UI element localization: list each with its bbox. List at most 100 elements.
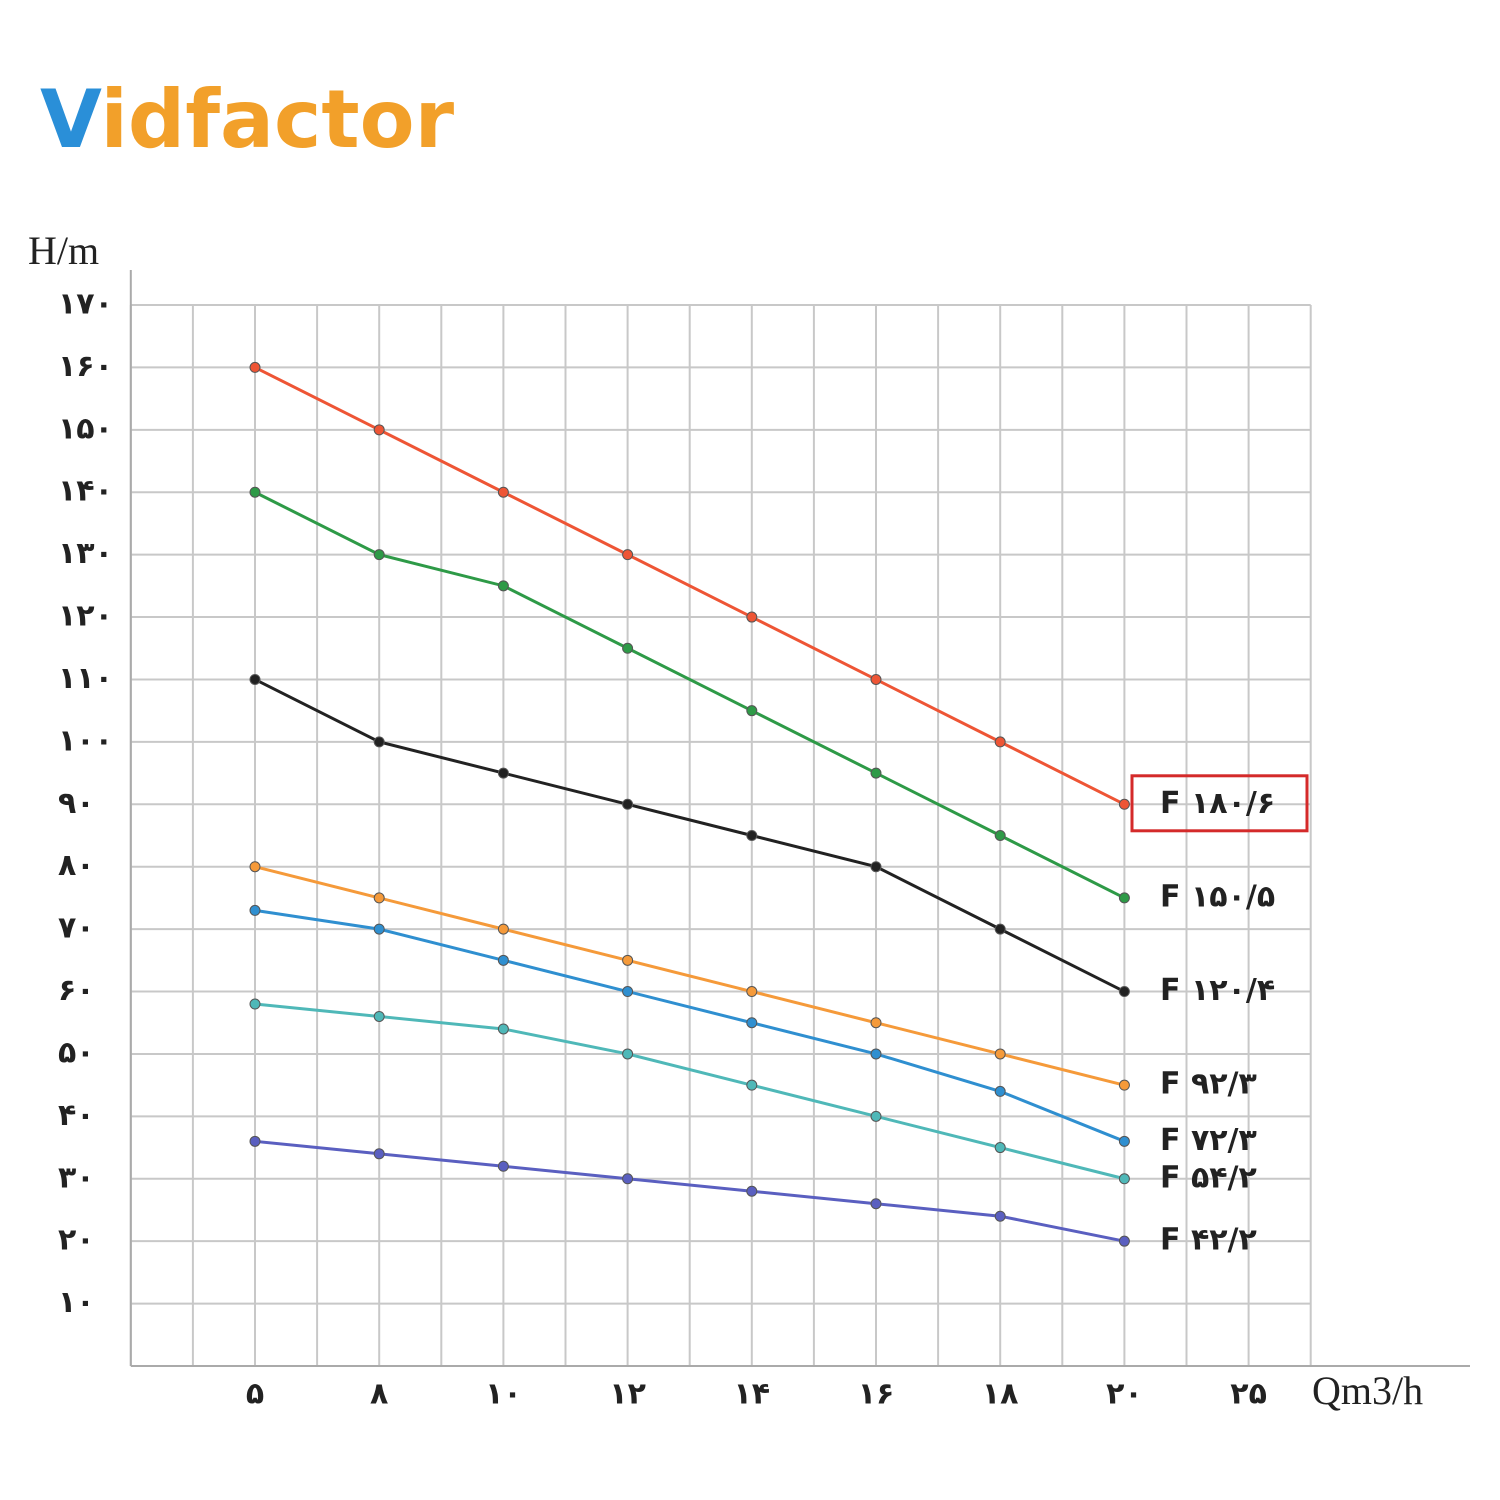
- point: [994, 923, 1006, 935]
- point: [746, 830, 758, 841]
- point: [373, 923, 385, 935]
- y-tick-label: ۶۰: [58, 973, 95, 1008]
- series-line: [254, 366, 1126, 806]
- point: [622, 549, 634, 561]
- y-tick-label: ۷۰: [58, 911, 95, 946]
- y-tick-label: ۵۰: [58, 1035, 95, 1070]
- y-tick-label: ۱۷۰: [58, 287, 113, 322]
- point: [746, 1017, 758, 1029]
- point: [622, 642, 634, 654]
- point: [746, 705, 758, 717]
- point: [1118, 892, 1130, 904]
- legend-label: F ۴۲/۲: [1160, 1223, 1257, 1258]
- point: [373, 424, 385, 436]
- x-tick-label: ۱۸: [982, 1377, 1019, 1412]
- highlight-box: [1130, 774, 1309, 833]
- legend-label: F ۱۸۰/۶: [1160, 786, 1275, 821]
- point: [994, 1210, 1006, 1222]
- y-tick-label: ۱۶۰: [58, 349, 113, 384]
- point: [1118, 798, 1130, 810]
- y-tick-label: ۱۳۰: [58, 536, 113, 571]
- point: [249, 861, 261, 873]
- y-tick-label: ۴۰: [58, 1098, 95, 1133]
- y-tick-label: ۲۰: [58, 1223, 95, 1258]
- x-tick-label: ۱۴: [733, 1377, 770, 1412]
- point: [746, 1079, 758, 1091]
- point: [870, 1048, 882, 1060]
- x-tick-label: ۱۲: [609, 1377, 646, 1412]
- x-tick-label: ۸: [370, 1377, 388, 1412]
- point: [746, 1185, 758, 1197]
- point: [994, 1142, 1006, 1154]
- point: [870, 767, 882, 779]
- x-tick-label: ۲۰: [1106, 1377, 1143, 1412]
- y-tick-label: ۹۰: [58, 786, 95, 821]
- y-tick-label: ۳۰: [58, 1160, 95, 1195]
- point: [497, 486, 509, 498]
- point: [249, 486, 261, 498]
- point: [622, 1048, 634, 1060]
- point: [994, 1085, 1006, 1097]
- point: [497, 580, 509, 592]
- y-tick-label: ۱۱۰: [58, 661, 113, 696]
- point: [373, 549, 385, 561]
- point: [373, 1010, 385, 1022]
- point: [746, 611, 758, 623]
- series-line: [254, 865, 1125, 1087]
- point: [622, 1173, 634, 1185]
- logo: Vidfactor: [40, 73, 455, 166]
- y-tick-label: ۱۰: [58, 1285, 95, 1320]
- point: [249, 1135, 261, 1147]
- point: [249, 673, 261, 685]
- series-line: [254, 678, 1126, 993]
- point: [1118, 1235, 1130, 1247]
- series-line: [254, 490, 1126, 900]
- point: [373, 1148, 385, 1160]
- point: [1118, 1173, 1130, 1185]
- point: [746, 986, 758, 998]
- x-axis-label: Qm3/h: [1312, 1368, 1423, 1413]
- point: [497, 923, 509, 935]
- point: [497, 1160, 509, 1172]
- point: [994, 736, 1006, 748]
- legend-label: F ۷۲/۳: [1160, 1123, 1257, 1158]
- legend-label: F ۹۲/۳: [1160, 1067, 1257, 1102]
- series-line: [254, 908, 1125, 1143]
- x-tick-label: ۱۰: [485, 1377, 522, 1412]
- point: [497, 1023, 509, 1035]
- point: [622, 798, 634, 810]
- x-tick-label: ۲۵: [1230, 1377, 1267, 1412]
- point: [622, 954, 634, 966]
- point: [622, 986, 634, 998]
- point: [870, 1017, 882, 1029]
- series-line: [254, 1139, 1125, 1243]
- point: [373, 892, 385, 904]
- legend-label: F ۵۴/۲: [1160, 1160, 1257, 1195]
- point: [497, 954, 509, 966]
- point: [870, 1198, 882, 1210]
- legend-label: F ۱۲۰/۴: [1160, 973, 1275, 1008]
- point: [1118, 1135, 1130, 1147]
- point: [249, 998, 261, 1010]
- y-tick-label: ۱۴۰: [58, 474, 113, 509]
- point: [1118, 1079, 1130, 1091]
- y-tick-label: ۱۵۰: [58, 411, 113, 446]
- y-tick-label: ۱۰۰: [58, 723, 113, 758]
- point: [994, 830, 1006, 841]
- y-tick-label: ۸۰: [58, 848, 95, 883]
- point: [870, 861, 882, 873]
- point: [249, 361, 261, 373]
- y-tick-label: ۱۲۰: [58, 599, 113, 634]
- x-tick-label: ۵: [246, 1377, 264, 1412]
- point: [373, 736, 385, 748]
- series-line: [254, 1002, 1125, 1181]
- point: [870, 1110, 882, 1122]
- point: [497, 767, 509, 779]
- point: [1118, 986, 1130, 998]
- point: [994, 1048, 1006, 1060]
- x-tick-label: ۱۶: [858, 1377, 895, 1412]
- point: [249, 904, 261, 916]
- legend-label: F ۱۵۰/۵: [1160, 879, 1275, 914]
- point: [870, 673, 882, 685]
